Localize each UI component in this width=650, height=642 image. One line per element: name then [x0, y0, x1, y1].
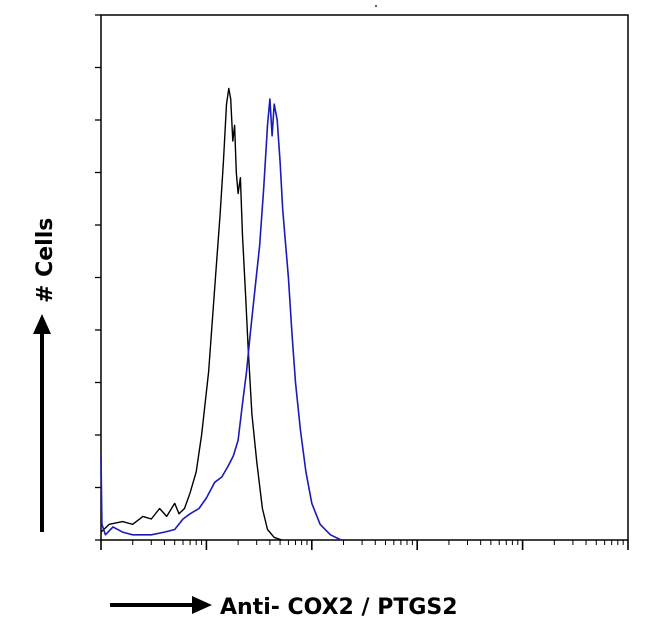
- y-axis-ticks: [95, 14, 101, 541]
- y-axis-arrow-head: [33, 314, 51, 334]
- stray-dot: [375, 5, 377, 7]
- x-axis-ticks: [100, 540, 629, 550]
- y-axis-label: # Cells: [33, 218, 58, 303]
- series-layer: [100, 87, 342, 541]
- x-axis-arrow-head: [192, 596, 212, 614]
- cox2-histogram-line: [100, 98, 342, 541]
- plot-frame: [100, 14, 629, 541]
- control-histogram-line: [100, 87, 283, 541]
- x-axis-label: Anti- COX2 / PTGS2: [220, 595, 458, 620]
